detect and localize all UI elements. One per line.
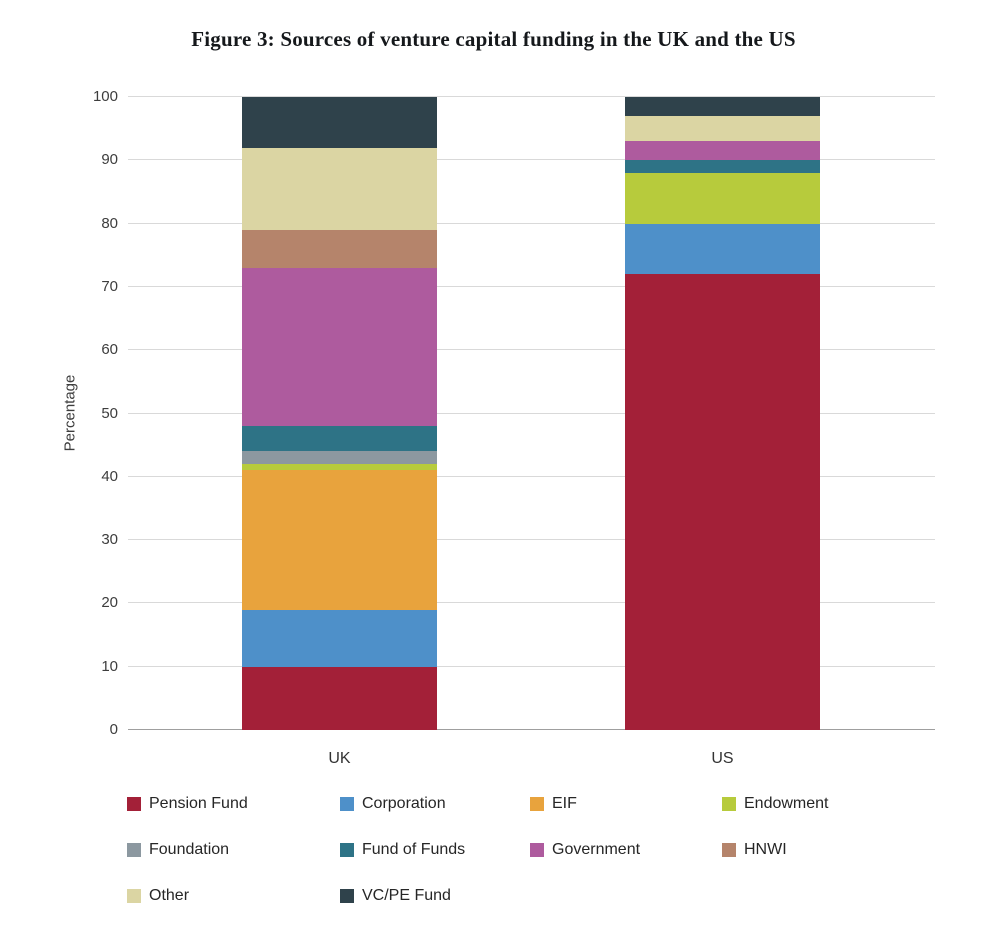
gridline [128,475,935,477]
legend-item: HNWI [722,840,875,860]
y-tick-label: 20 [101,594,118,612]
legend-label: EIF [552,795,577,812]
gridline [128,602,935,604]
gridline [128,285,935,287]
legend-swatch [530,797,544,811]
bar-segment [242,229,437,268]
gridline [128,159,935,161]
legend-item: Fund of Funds [340,840,530,860]
y-tick-label: 30 [101,531,118,549]
legend-label: HNWI [744,841,787,858]
legend-label: Fund of Funds [362,841,466,858]
legend-item: Endowment [722,794,875,814]
gridline [128,222,935,224]
x-category-label: US [711,750,734,767]
y-tick-label: 100 [92,88,118,105]
legend-swatch [340,843,354,857]
legend-label: VC/PE Fund [362,887,451,904]
legend-item: Foundation [127,840,340,860]
legend-item: Other [127,886,340,906]
legend-item: Government [530,840,722,860]
bar-segment [242,147,437,230]
bar-segment [242,451,437,465]
gridline [128,729,935,730]
plot-area [128,96,935,730]
legend-swatch [722,797,736,811]
figure-title: Figure 3: Sources of venture capital fun… [191,27,796,51]
bar-segment [625,116,820,142]
y-tick-label: 80 [101,214,118,232]
bar-segment [242,426,437,452]
legend-item: VC/PE Fund [340,886,530,906]
x-category-label: UK [328,750,351,767]
stacked-bar-uk [242,97,437,730]
y-tick-label: 40 [101,467,118,485]
y-tick-label: 10 [101,657,118,675]
y-tick-label: 60 [101,341,118,359]
stacked-bar-us [625,97,820,730]
legend-swatch [340,797,354,811]
bar-segment [625,274,820,730]
bar-segment [242,666,437,730]
bar-segment [625,172,820,224]
legend-label: Corporation [362,795,446,812]
legend-label: Other [149,887,190,904]
y-tick-label: 0 [109,721,118,738]
gridline [128,412,935,414]
gridline [128,349,935,351]
legend: Pension Fund Corporation EIF Endowment Found… [127,794,875,906]
bars [128,97,935,730]
gridline [128,665,935,667]
y-tick-label: 70 [101,277,118,295]
bar-segment [625,141,820,161]
legend-label: Foundation [149,841,230,858]
bar-segment [242,97,437,148]
bar-segment [242,609,437,667]
legend-label: Endowment [744,795,829,812]
legend-swatch [127,889,141,903]
legend-swatch [127,843,141,857]
legend-swatch [340,889,354,903]
legend-swatch [722,843,736,857]
legend-item: Corporation [340,794,530,814]
legend-item: Pension Fund [127,794,340,814]
y-axis-ticks: 0 10 20 30 40 50 60 70 80 90 100 [56,88,118,738]
bar-segment [625,223,820,275]
legend-swatch [127,797,141,811]
legend-swatch [530,843,544,857]
gridline [128,539,935,541]
legend-label: Pension Fund [149,795,248,812]
bar-segment [625,97,820,116]
bar-segment [242,267,437,427]
bar-segment [625,160,820,173]
y-tick-label: 50 [101,404,118,422]
y-tick-label: 90 [101,151,118,169]
bar-segment [242,470,437,610]
legend-item: EIF [530,794,722,814]
bar-segment [242,464,437,471]
gridline [128,96,935,97]
legend-label: Government [552,841,641,858]
